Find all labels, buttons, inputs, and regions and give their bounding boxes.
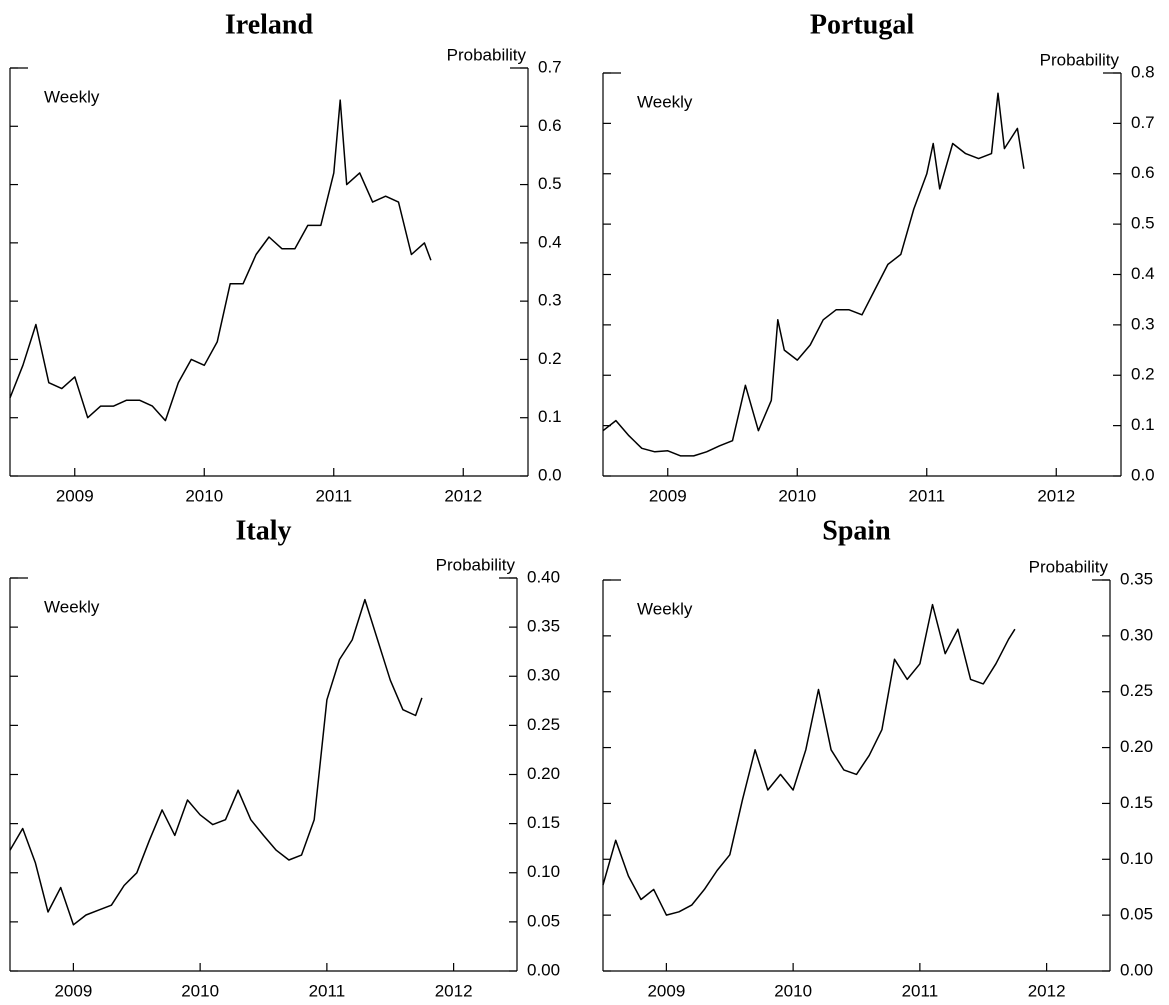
- data-line: [9, 99, 432, 422]
- y-tick-label: 0.35: [527, 617, 560, 636]
- y-tick-label: 0.6: [538, 116, 562, 135]
- y-tick-label: 0.3: [538, 291, 562, 310]
- x-tick-label: 2012: [435, 981, 473, 1000]
- y-tick-label: 0.15: [527, 813, 560, 832]
- y-tick-label: 0.0: [1131, 465, 1155, 484]
- y-tick-label: 0.8: [1131, 62, 1155, 81]
- x-tick-label: 2010: [778, 486, 816, 505]
- x-tick-label: 2012: [444, 486, 482, 505]
- annotation: Weekly: [44, 87, 100, 106]
- chart-title: Portugal: [810, 9, 914, 40]
- data-line: [602, 92, 1025, 457]
- y-tick-label: 0.2: [1131, 365, 1155, 384]
- y-tick-label: 0.25: [1120, 681, 1153, 700]
- y-tick-label: 0.00: [1120, 960, 1153, 979]
- y-tick-label: 0.3: [1131, 314, 1155, 333]
- x-tick-label: 2011: [908, 486, 945, 505]
- y-tick-label: 0.15: [1120, 793, 1153, 812]
- y-axis-label: Probability: [447, 45, 527, 64]
- y-tick-label: 0.7: [538, 57, 562, 76]
- data-line: [602, 603, 1016, 916]
- y-tick-label: 0.00: [527, 960, 560, 979]
- x-tick-label: 2012: [1028, 981, 1066, 1000]
- y-tick-label: 0.20: [527, 764, 560, 783]
- x-tick-label: 2011: [315, 486, 352, 505]
- y-tick-label: 0.2: [538, 349, 562, 368]
- y-tick-label: 0.30: [527, 666, 560, 685]
- y-tick-label: 0.05: [1120, 905, 1153, 924]
- y-tick-label: 0.30: [1120, 625, 1153, 644]
- y-tick-label: 0.20: [1120, 737, 1153, 756]
- y-axis-label: Probability: [436, 555, 516, 574]
- chart-title: Italy: [236, 515, 292, 546]
- x-tick-label: 2010: [185, 486, 223, 505]
- x-tick-label: 2011: [902, 981, 939, 1000]
- y-tick-label: 0.0: [538, 465, 562, 484]
- data-line: [9, 598, 423, 926]
- y-tick-label: 0.4: [1131, 264, 1155, 283]
- x-tick-label: 2010: [774, 981, 812, 1000]
- chart-title: Ireland: [225, 9, 314, 40]
- y-axis-label: Probability: [1040, 50, 1120, 69]
- y-tick-label: 0.5: [1131, 214, 1155, 233]
- y-tick-label: 0.1: [538, 407, 562, 426]
- annotation: Weekly: [637, 92, 693, 111]
- x-tick-label: 2009: [56, 486, 94, 505]
- y-tick-label: 0.1: [1131, 415, 1155, 434]
- x-tick-label: 2011: [309, 981, 346, 1000]
- y-tick-label: 0.05: [527, 911, 560, 930]
- x-tick-label: 2009: [647, 981, 685, 1000]
- y-tick-label: 0.10: [527, 862, 560, 881]
- y-tick-label: 0.4: [538, 232, 562, 251]
- annotation: Weekly: [44, 597, 100, 616]
- x-tick-label: 2009: [649, 486, 687, 505]
- annotation: Weekly: [637, 599, 693, 618]
- y-tick-label: 0.35: [1120, 569, 1153, 588]
- y-tick-label: 0.6: [1131, 163, 1155, 182]
- y-tick-label: 0.40: [527, 567, 560, 586]
- y-tick-label: 0.25: [527, 715, 560, 734]
- y-axis-label: Probability: [1029, 557, 1109, 576]
- y-tick-label: 0.10: [1120, 849, 1153, 868]
- y-tick-label: 0.7: [1131, 113, 1155, 132]
- x-tick-label: 2010: [181, 981, 219, 1000]
- chart-title: Spain: [822, 515, 891, 546]
- x-tick-label: 2009: [54, 981, 92, 1000]
- y-tick-label: 0.5: [538, 174, 562, 193]
- x-tick-label: 2012: [1037, 486, 1075, 505]
